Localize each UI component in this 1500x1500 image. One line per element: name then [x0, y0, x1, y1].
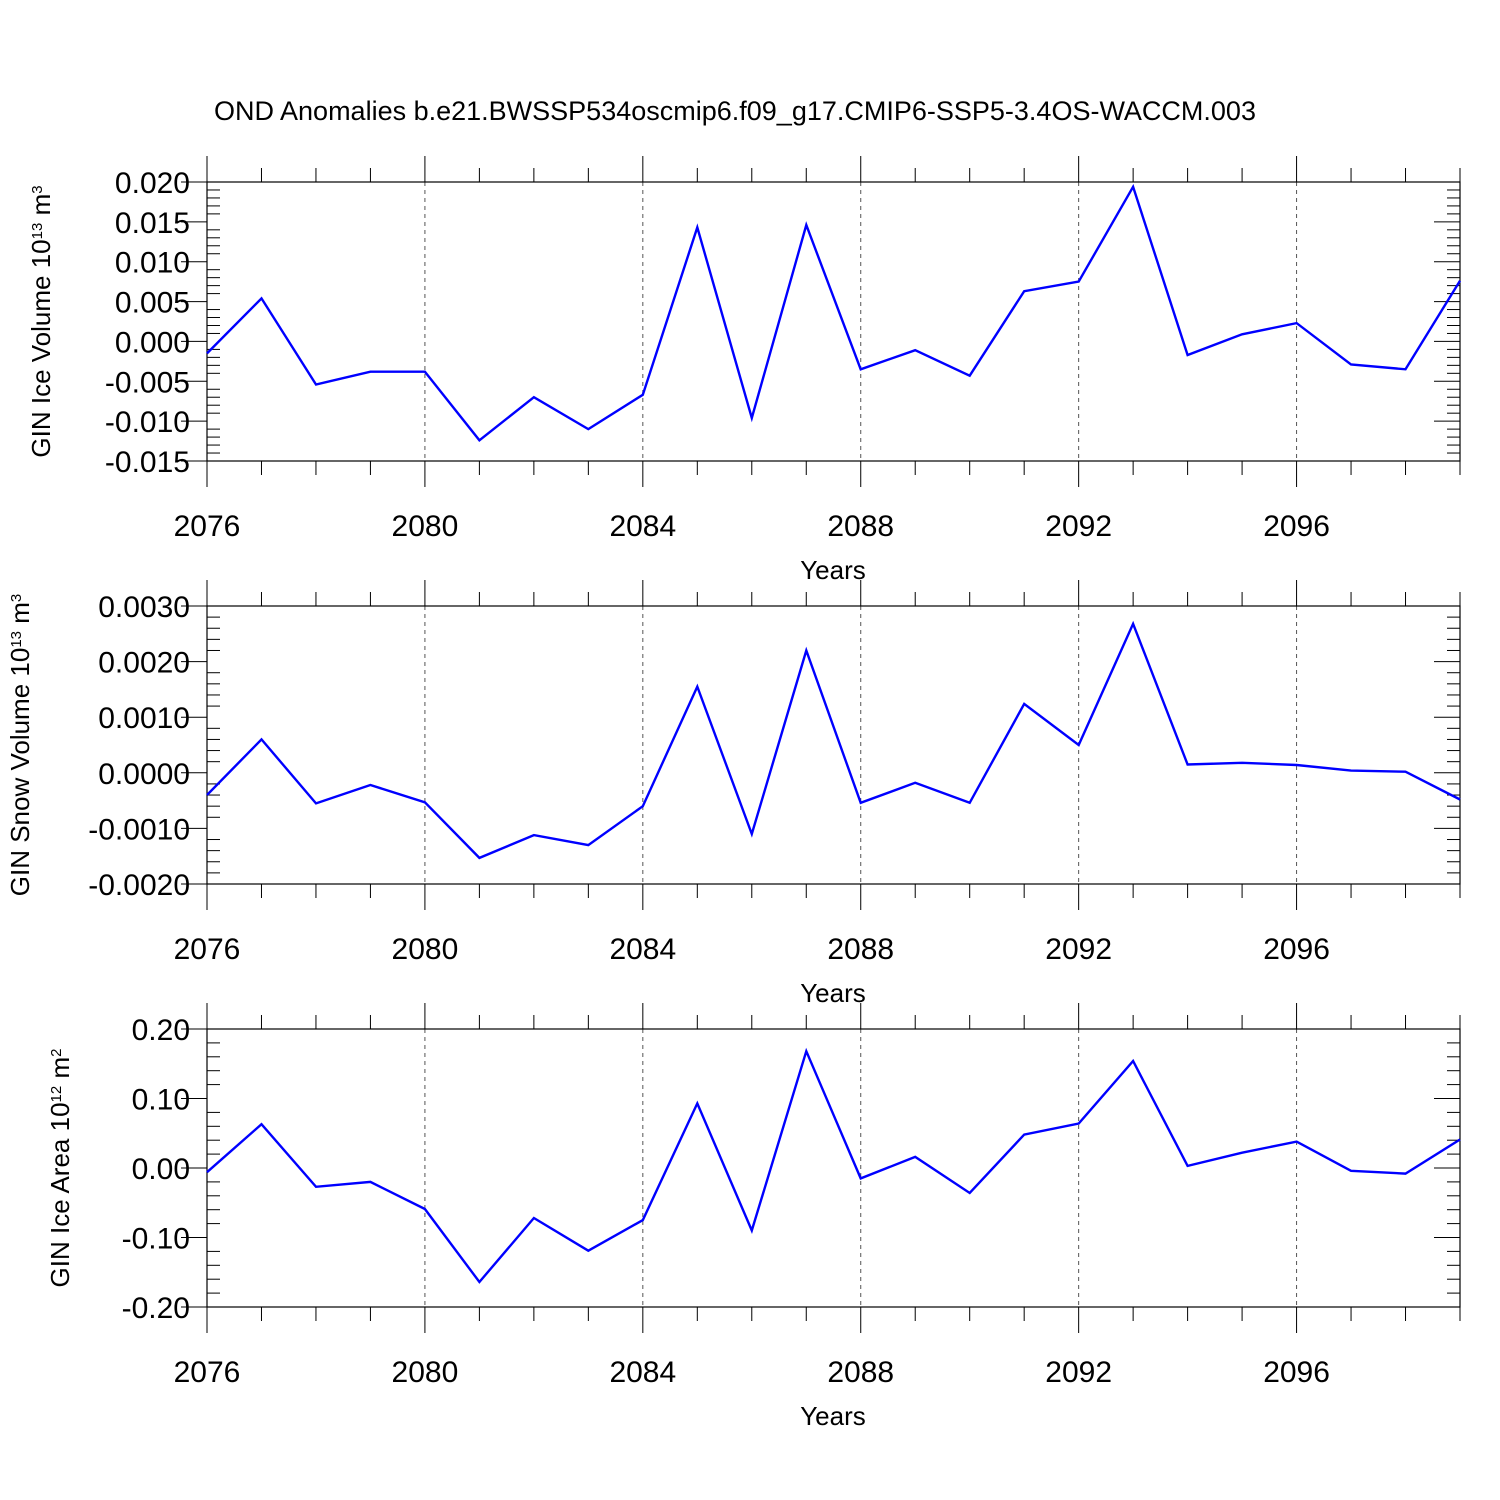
- series-line: [206, 1047, 1461, 1284]
- y-tick-label: -0.010: [105, 406, 190, 439]
- y-axis-label-text: GIN Ice Volume 10: [26, 239, 56, 457]
- chart-panel-1: 2076 2080 2084 2088 2092 2096 -0.015 -0.010 -0.0…: [26, 156, 1462, 585]
- x-tick-label: 2088: [827, 1356, 894, 1389]
- plot-frame: [206, 1028, 1461, 1308]
- x-tick-label: 2084: [609, 1356, 676, 1389]
- y-axis-label: GIN Ice Area 1012 m2: [45, 1049, 75, 1288]
- x-tick-label: 2076: [174, 1356, 241, 1389]
- x-tick-label: 2076: [174, 933, 241, 966]
- y-axis-label-superscript: 3: [29, 185, 46, 193]
- y-tick-label: 0.0020: [98, 647, 190, 680]
- x-tick-label: 2080: [392, 510, 459, 543]
- y-tick-label: 0.015: [115, 207, 190, 240]
- y-axis-label-superscript: 13: [8, 631, 25, 648]
- y-tick-label: -0.0020: [88, 869, 190, 902]
- y-axis-label-text: GIN Ice Area 10: [45, 1102, 75, 1287]
- figure-title: OND Anomalies b.e21.BWSSP534oscmip6.f09_…: [214, 96, 1256, 126]
- x-axis-label: Years: [800, 1401, 866, 1431]
- y-tick-label: -0.0010: [88, 813, 190, 846]
- y-tick-label: -0.10: [122, 1223, 190, 1256]
- y-tick-label: 0.20: [132, 1014, 190, 1047]
- x-tick-label: 2076: [174, 510, 241, 543]
- y-axis-label: GIN Snow Volume 1013 m3: [5, 594, 35, 897]
- x-tick-label: 2084: [609, 510, 676, 543]
- y-tick-label: 0.00: [132, 1153, 190, 1186]
- x-tick-label: 2092: [1045, 510, 1112, 543]
- y-tick-label: -0.20: [122, 1292, 190, 1325]
- y-tick-label: 0.005: [115, 287, 190, 320]
- y-axis-label-text: m: [5, 602, 35, 631]
- chart-panel-2: 2076 2080 2084 2088 2092 2096 -0.0020 -0.0010 0.…: [5, 580, 1461, 1008]
- y-tick-label: 0.0000: [98, 758, 190, 791]
- y-axis-label-superscript: 3: [8, 594, 25, 602]
- y-tick-label: 0.020: [115, 167, 190, 200]
- y-tick-label: 0.10: [132, 1084, 190, 1117]
- y-axis-label-text: m: [45, 1057, 75, 1086]
- y-axis-label-superscript: 12: [48, 1086, 65, 1103]
- x-tick-label: 2088: [827, 510, 894, 543]
- x-tick-label: 2092: [1045, 1356, 1112, 1389]
- x-tick-label: 2088: [827, 933, 894, 966]
- y-tick-label: 0.010: [115, 247, 190, 280]
- x-tick-label: 2092: [1045, 933, 1112, 966]
- y-axis-label-superscript: 2: [48, 1049, 65, 1057]
- x-tick-label: 2096: [1263, 510, 1330, 543]
- plot-frame: [206, 181, 1461, 462]
- series-line: [206, 183, 1462, 442]
- y-axis-label-text: GIN Snow Volume 10: [5, 648, 35, 897]
- chart-panel-3: 2076 2080 2084 2088 2092 2096 -0.20 -0.10 0.00 0.…: [45, 1003, 1461, 1431]
- x-tick-label: 2080: [392, 1356, 459, 1389]
- x-axis-label: Years: [800, 978, 866, 1008]
- y-tick-label: -0.015: [105, 446, 190, 479]
- y-axis-label-text: m: [26, 194, 56, 223]
- y-axis-label-superscript: 13: [29, 223, 46, 240]
- x-tick-label: 2096: [1263, 933, 1330, 966]
- y-tick-label: -0.005: [105, 366, 190, 399]
- y-tick-label: 0.0010: [98, 702, 190, 735]
- plot-frame: [206, 605, 1461, 885]
- y-axis-label: GIN Ice Volume 1013 m3: [26, 185, 56, 457]
- y-tick-label: 0.000: [115, 326, 190, 359]
- x-tick-label: 2096: [1263, 1356, 1330, 1389]
- series-line: [206, 620, 1461, 860]
- x-axis-label: Years: [800, 555, 866, 585]
- y-tick-label: 0.0030: [98, 591, 190, 624]
- x-tick-label: 2080: [392, 933, 459, 966]
- x-tick-label: 2084: [609, 933, 676, 966]
